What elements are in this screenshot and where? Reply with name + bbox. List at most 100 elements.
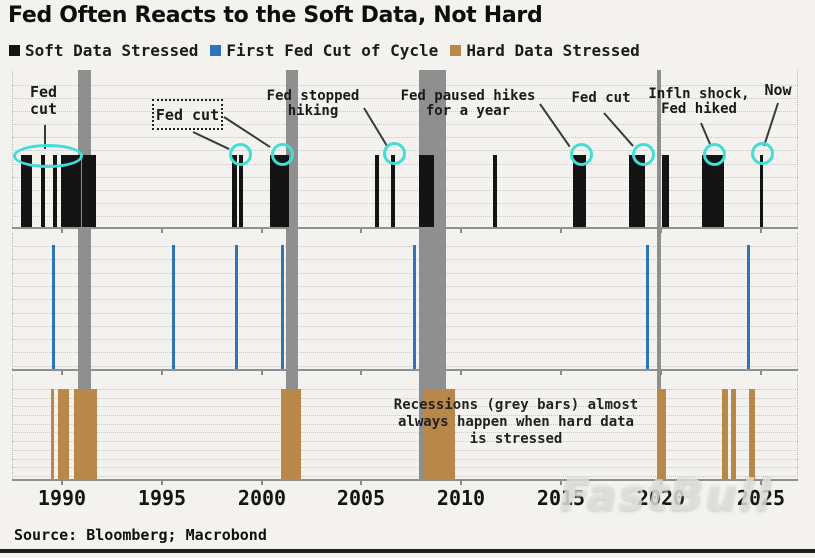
axis-tick [660, 229, 662, 233]
axis-tick [161, 371, 163, 375]
first-cut-bar [235, 245, 238, 369]
gridline [12, 299, 798, 300]
gridline [12, 85, 798, 86]
recession-note-line: is stressed [469, 431, 563, 447]
axis-tick [61, 481, 63, 485]
source-line: Source: Bloomberg; Macrobond [14, 526, 267, 544]
hard-bar [58, 389, 69, 479]
recession-bar [286, 70, 298, 479]
axis-label: 2025 [736, 486, 786, 510]
gridline [12, 424, 798, 425]
highlight-circle [631, 142, 655, 166]
hard-bar [731, 389, 736, 479]
axis-tick [460, 229, 462, 233]
axis-tick [760, 229, 762, 233]
axis-tick [61, 229, 63, 233]
legend-label-soft: Soft Data Stressed [25, 41, 199, 60]
axis-label: 2015 [536, 486, 586, 510]
hard-bar [51, 389, 54, 479]
gridline [12, 450, 798, 451]
hard-bar [722, 389, 728, 479]
soft-bar [391, 155, 395, 227]
legend-swatch-hard-icon [450, 45, 462, 56]
hard-bar [281, 389, 301, 479]
first-cut-bar [747, 245, 750, 369]
axis-label: 1990 [37, 486, 87, 510]
gridline [12, 459, 798, 460]
first-cut-bar [52, 245, 55, 369]
axis-tick [161, 229, 163, 233]
gridline [12, 286, 798, 287]
soft-bar [21, 155, 32, 227]
gridline [12, 313, 798, 314]
axis-tick [660, 481, 662, 485]
axis-tick [261, 371, 263, 375]
annotation-text-fed-cut-1989: Fed [30, 83, 58, 101]
annotation-text-fed-stopped-hiking: Fed stopped [266, 88, 360, 104]
watermark: FastBull [560, 470, 773, 521]
soft-bar [573, 155, 586, 227]
gridline [12, 366, 798, 367]
soft-bar [239, 155, 243, 227]
soft-bar [53, 155, 57, 227]
panel-frame [12, 233, 798, 369]
soft-bar [61, 155, 81, 227]
gridline [12, 259, 798, 260]
recession-note: Recessions (grey bars) almost always hap… [394, 397, 638, 448]
soft-bar [375, 155, 379, 227]
axis-tick [61, 371, 63, 375]
axis-tick [261, 229, 263, 233]
hard-bar [658, 389, 666, 479]
axis-tick [760, 481, 762, 485]
gridline [12, 326, 798, 327]
highlight-circle [270, 142, 294, 166]
annotation-box-fed-cut-1998-2001: Fed cut [152, 99, 223, 130]
axis-label: 2005 [336, 486, 386, 510]
annotation-text-fed-cut-1989: cut [30, 100, 58, 118]
axis-tick [261, 481, 263, 485]
gridline [12, 476, 798, 477]
axis-tick [560, 229, 562, 233]
annotation-text-fed-cut-2019: Fed cut [571, 90, 631, 106]
gridline [12, 389, 798, 390]
recession-bar [657, 70, 661, 479]
gridline [12, 273, 798, 274]
gridline [12, 98, 798, 99]
legend-item-first-cut: First Fed Cut of Cycle [210, 41, 438, 60]
axis-line [12, 479, 798, 481]
first-cut-bar [413, 245, 416, 369]
first-cut-bar [646, 245, 649, 369]
soft-bar [760, 155, 763, 227]
gridline [12, 216, 798, 217]
gridline [12, 441, 798, 442]
first-cut-bar [281, 245, 284, 369]
legend-item-hard: Hard Data Stressed [450, 41, 640, 60]
hard-bar [74, 389, 97, 479]
gridline [12, 164, 798, 165]
axis-label: 1995 [137, 486, 187, 510]
annotation-text-fed-paused-hikes: Fed paused hikes [400, 88, 536, 104]
soft-bar [82, 155, 96, 227]
highlight-circle [382, 141, 406, 165]
axis-tick [660, 371, 662, 375]
axis-tick [460, 481, 462, 485]
axis-tick [560, 371, 562, 375]
soft-bar [629, 155, 645, 227]
axis-label: 2000 [237, 486, 287, 510]
highlight-circle [702, 142, 726, 166]
axis-tick [161, 481, 163, 485]
axis-line [12, 227, 798, 229]
highlight-circle [569, 142, 593, 166]
soft-bar [270, 155, 289, 227]
bottom-border [0, 549, 815, 553]
axis-tick [360, 229, 362, 233]
soft-bar [232, 155, 237, 227]
recession-note-line: Recessions (grey bars) almost [393, 397, 639, 413]
hard-bar [424, 389, 455, 479]
soft-bar [662, 155, 669, 227]
panel-frame [12, 70, 798, 227]
gridline [12, 190, 798, 191]
soft-bar [493, 155, 497, 227]
